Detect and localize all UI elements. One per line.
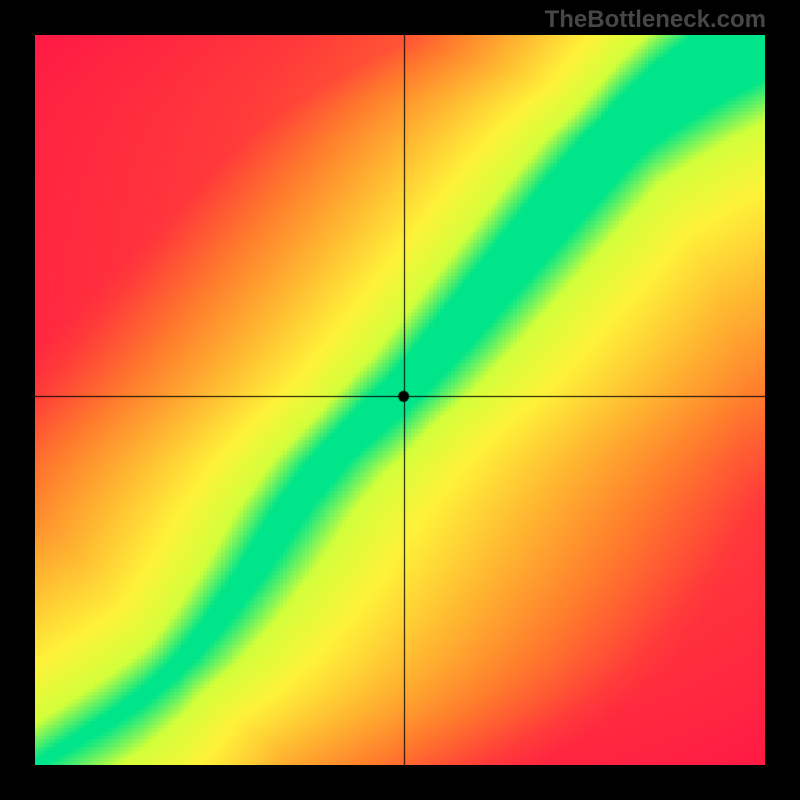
crosshair-overlay: [35, 35, 765, 765]
watermark-text: TheBottleneck.com: [545, 6, 766, 34]
chart-container: TheBottleneck.com: [0, 0, 800, 800]
